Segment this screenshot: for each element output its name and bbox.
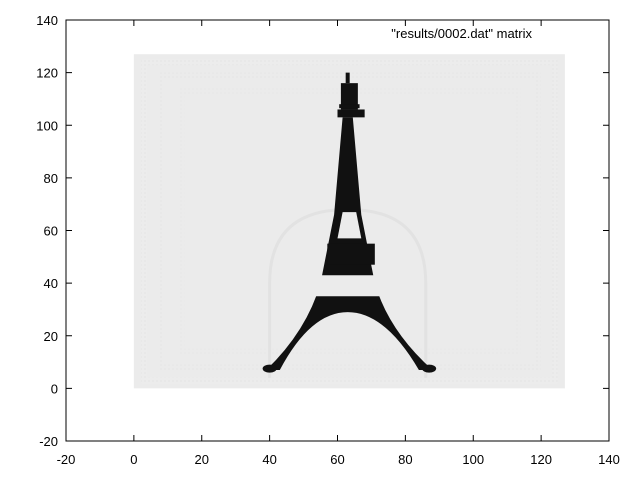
tower-lower-window	[313, 275, 382, 297]
y-tick-label: -20	[39, 434, 58, 449]
y-tick-label: 20	[44, 329, 58, 344]
tower-feature	[262, 72, 437, 373]
y-tick-label: 140	[36, 13, 58, 28]
x-tick-label: 100	[462, 452, 484, 467]
x-tick-label: 0	[130, 452, 137, 467]
y-tick-label: 60	[44, 224, 58, 239]
y-tick-label: 100	[36, 118, 58, 133]
tower-left-foot	[262, 364, 277, 373]
tower-antenna	[345, 72, 350, 84]
matrix-ripple-band	[141, 59, 558, 384]
y-tick-label: 0	[51, 381, 58, 396]
tower-upper-window	[337, 212, 362, 239]
legend-series-label: "results/0002.dat" matrix	[391, 26, 532, 41]
x-tick-label: 20	[195, 452, 209, 467]
x-tick-label: 80	[398, 452, 412, 467]
y-tick-label: 120	[36, 66, 58, 81]
tower-top-cap	[340, 83, 358, 110]
tower-right-foot	[422, 364, 437, 373]
x-axis: -20 0 20 40 60 80 100 120 140	[57, 20, 620, 467]
x-tick-label: 120	[530, 452, 552, 467]
tower-upper-platform	[337, 109, 365, 118]
y-tick-label: 40	[44, 276, 58, 291]
x-tick-label: 60	[330, 452, 344, 467]
x-tick-label: -20	[57, 452, 76, 467]
x-tick-label: 140	[598, 452, 620, 467]
y-tick-label: 80	[44, 171, 58, 186]
tower-second-platform	[327, 243, 375, 265]
y-axis: -20 0 20 40 60 80 100 120 140	[36, 13, 609, 449]
x-tick-label: 40	[262, 452, 276, 467]
tower-cap-ring	[339, 104, 360, 109]
